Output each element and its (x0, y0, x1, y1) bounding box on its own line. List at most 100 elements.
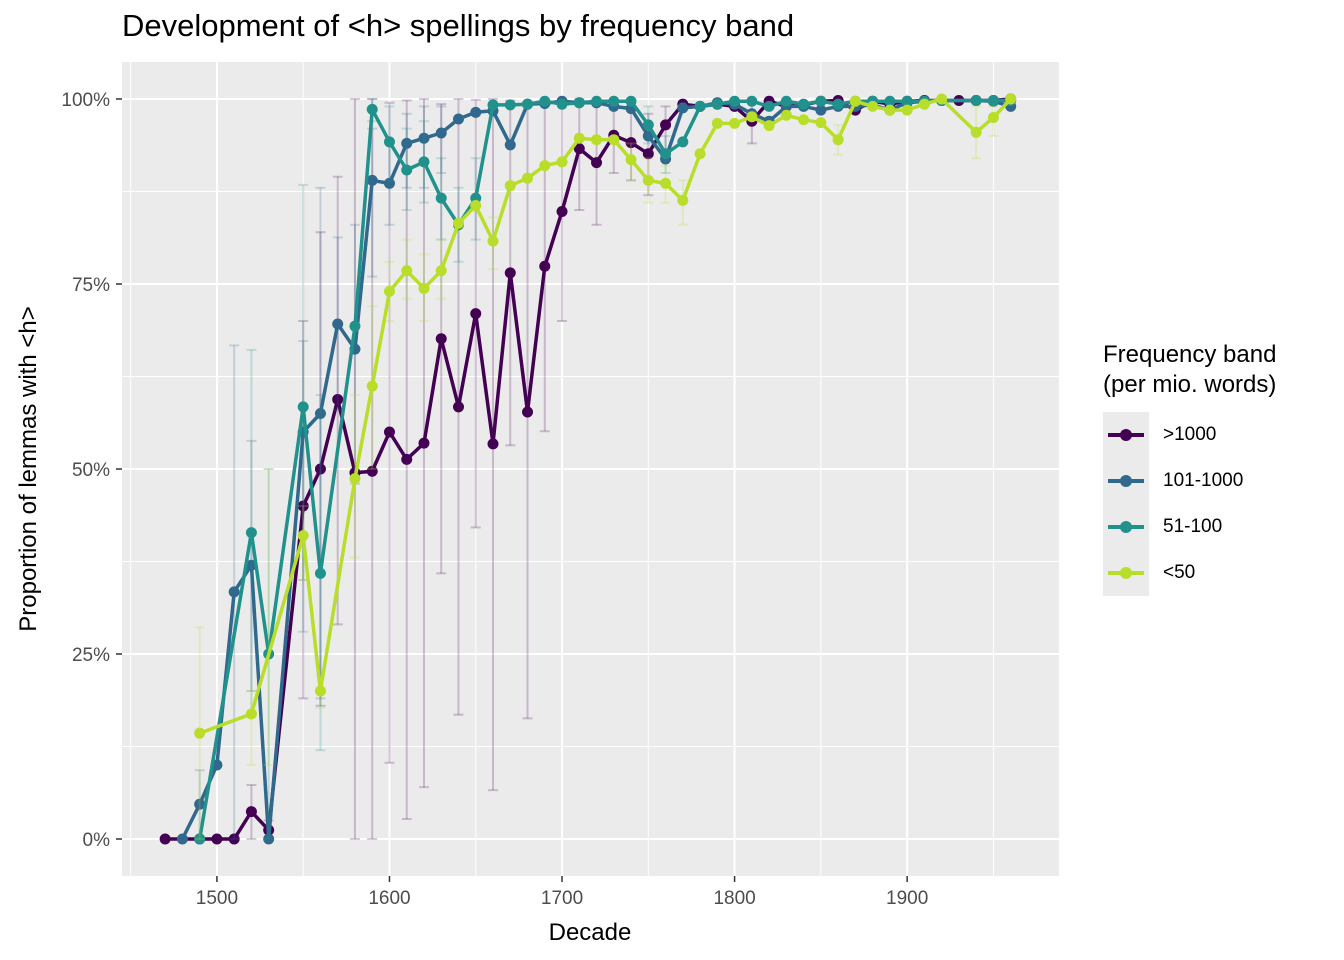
data-point (763, 100, 775, 112)
data-point (625, 154, 637, 166)
data-point (383, 426, 395, 438)
legend-key-dot (1120, 475, 1132, 487)
data-point (487, 235, 499, 247)
data-point (556, 205, 568, 217)
data-point (798, 114, 810, 126)
legend-keys: >1000 101-1000 51-100 <50 (1103, 412, 1333, 596)
legend-item: <50 (1103, 550, 1333, 596)
data-point (660, 177, 672, 189)
data-point (867, 100, 879, 112)
legend-item: 101-1000 (1103, 458, 1333, 504)
axis-ticks: 1500 1600 1700 1800 1900 0% 25% 50% 75% 100% (61, 90, 928, 909)
data-point (228, 833, 240, 845)
data-point (383, 285, 395, 297)
data-point (504, 267, 516, 279)
data-point (729, 117, 741, 129)
data-point (642, 119, 654, 131)
data-point (522, 406, 534, 418)
data-point (314, 685, 326, 697)
data-point (263, 833, 275, 845)
legend-key (1103, 504, 1149, 550)
data-point (970, 94, 982, 106)
data-point (660, 148, 672, 160)
legend-key-dot (1120, 429, 1132, 441)
data-point (849, 95, 861, 107)
legend: Frequency band (per mio. words) >1000 101… (1103, 340, 1333, 596)
x-tick-label: 1700 (541, 888, 583, 909)
data-point (608, 134, 620, 146)
data-point (470, 308, 482, 320)
y-tick-label: 75% (72, 275, 110, 296)
y-tick-label: 0% (83, 830, 111, 851)
data-point (798, 98, 810, 110)
data-point (470, 200, 482, 212)
data-point (176, 833, 188, 845)
error-bar (436, 105, 447, 174)
data-point (642, 148, 654, 160)
data-point (452, 113, 464, 125)
data-point (832, 134, 844, 146)
error-bar (246, 690, 257, 766)
data-point (711, 117, 723, 129)
data-point (245, 527, 257, 539)
data-point (366, 103, 378, 115)
data-point (383, 136, 395, 148)
data-point (314, 408, 326, 419)
y-axis-title: Proportion of lemmas with <h> (15, 306, 42, 632)
data-point (780, 109, 792, 121)
data-point (452, 401, 464, 413)
legend-key-dot (1120, 567, 1132, 579)
data-point (573, 132, 585, 144)
data-point (556, 98, 568, 110)
data-point (539, 260, 551, 272)
data-point (677, 194, 689, 206)
data-point (332, 393, 344, 405)
data-point (383, 177, 395, 189)
data-point (573, 143, 585, 155)
data-point (401, 453, 413, 465)
error-bar (263, 468, 274, 766)
data-point (435, 265, 447, 277)
data-point (591, 157, 603, 169)
data-point (660, 119, 672, 131)
legend-label: <50 (1163, 562, 1196, 583)
data-point (625, 95, 637, 107)
data-point (194, 833, 206, 845)
data-point (901, 104, 913, 116)
data-point (245, 806, 257, 818)
data-point (539, 95, 551, 107)
chart-title: Development of <h> spellings by frequenc… (122, 8, 795, 43)
data-point (418, 282, 430, 294)
data-point (435, 333, 447, 345)
data-point (729, 95, 741, 107)
legend-key-dot (1120, 521, 1132, 533)
y-tick-label: 50% (72, 460, 110, 481)
data-point (711, 98, 723, 110)
error-bar (315, 186, 326, 700)
data-point (418, 156, 430, 168)
grid-minor (122, 62, 1059, 876)
data-point (366, 465, 378, 477)
data-point (297, 530, 309, 542)
x-tick-label: 1600 (368, 888, 410, 909)
data-point (936, 93, 948, 105)
data-point (625, 137, 637, 149)
legend-title: Frequency band (per mio. words) (1103, 340, 1333, 400)
legend-label: 101-1000 (1163, 470, 1244, 491)
data-point (987, 94, 999, 106)
data-point (918, 98, 930, 110)
data-point (349, 473, 361, 485)
legend-title-line2: (per mio. words) (1103, 371, 1277, 398)
data-point (297, 401, 309, 413)
data-point (452, 217, 464, 229)
data-point (591, 134, 603, 146)
data-point (642, 130, 654, 142)
data-point (504, 139, 516, 151)
data-point (539, 160, 551, 172)
x-tick-label: 1900 (886, 888, 928, 909)
data-point (211, 833, 223, 845)
legend-key (1103, 412, 1149, 458)
data-point (314, 567, 326, 579)
data-point (677, 136, 689, 148)
data-point (522, 98, 534, 110)
